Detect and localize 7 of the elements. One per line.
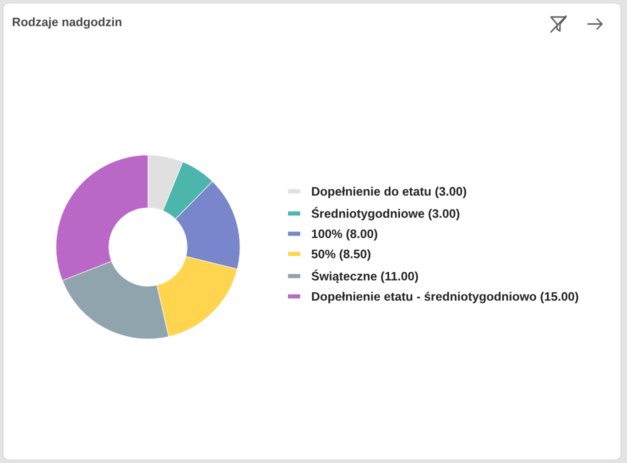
legend-label: 100% (8.00): [312, 229, 378, 241]
legend-label: Średniotygodniowe (3.00): [312, 206, 460, 220]
legend-label: Świąteczne (11.00): [312, 270, 418, 283]
legend-label: 50% (8.50): [312, 249, 370, 261]
legend-label: Dopełnienie do etatu (3.00): [312, 186, 466, 198]
chart-title: Rodzaje nadgodzin: [12, 17, 122, 29]
legend-label: Dopełnienie etatu - średniotygodniowo (15.00): [312, 292, 578, 304]
